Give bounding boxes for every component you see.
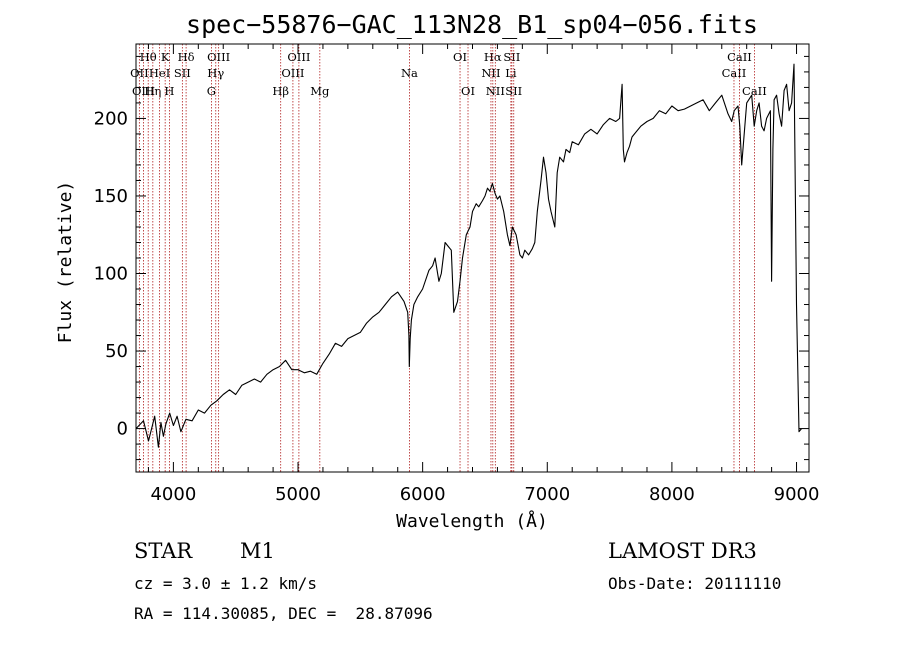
emission-line-label: Hβ — [272, 84, 289, 98]
emission-line-label: SII — [174, 66, 191, 80]
y-axis: 0 50 100 150 200 — [94, 55, 809, 461]
y-tick-label: 150 — [94, 186, 128, 207]
x-axis-label: Wavelength (Å) — [396, 510, 548, 532]
emission-line-label: CaII — [742, 84, 767, 98]
y-tick-label: 0 — [117, 419, 128, 440]
spectrum-series — [135, 63, 802, 448]
object-class: STAR — [134, 539, 193, 563]
emission-line-label: HeI — [149, 66, 170, 80]
emission-line-markers: HθOIIOIIIHηHeIKHSIIHδGOIIIHγHβOIIIOIIIMg… — [130, 44, 767, 472]
emission-line-label: H — [164, 84, 174, 98]
y-tick-label: 200 — [94, 108, 128, 129]
x-tick-label: 7000 — [524, 484, 570, 505]
y-axis-label: Flux (relative) — [55, 181, 76, 344]
emission-line-label: CaII — [722, 66, 747, 80]
emission-line-label: OIII — [287, 50, 310, 64]
emission-line-label: K — [161, 50, 170, 64]
emission-line-label: G — [207, 84, 216, 98]
emission-line-label: Hη — [144, 84, 161, 98]
x-tick-label: 9000 — [774, 484, 820, 505]
redshift-cz: cz = 3.0 ± 1.2 km/s — [134, 574, 318, 593]
chart-title: spec−55876−GAC_113N28_B1_sp04−056.fits — [186, 10, 758, 39]
emission-line-label: OI — [461, 84, 475, 98]
emission-line-label: CaII — [727, 50, 752, 64]
emission-line-label: Li — [505, 66, 517, 80]
emission-line-label: Hγ — [207, 66, 224, 80]
emission-line-label: SII — [503, 50, 520, 64]
object-subclass: M1 — [240, 539, 275, 563]
x-axis: 4000 5000 6000 7000 8000 9000 — [147, 44, 820, 505]
emission-line-label: Mg — [310, 84, 330, 98]
survey-name: LAMOST DR3 — [608, 539, 757, 563]
emission-line-label: NII — [481, 66, 500, 80]
x-tick-label: 4000 — [150, 484, 196, 505]
emission-line-label: Hθ — [140, 50, 157, 64]
emission-line-label: Hα — [484, 50, 502, 64]
emission-line-label: OI — [453, 50, 467, 64]
y-tick-label: 50 — [105, 341, 128, 362]
x-tick-label: 8000 — [649, 484, 695, 505]
emission-line-label: OIII — [281, 66, 304, 80]
observation-date: Obs-Date: 20111110 — [608, 574, 782, 593]
y-tick-label: 100 — [94, 264, 128, 285]
x-tick-label: 6000 — [400, 484, 446, 505]
x-tick-label: 5000 — [275, 484, 321, 505]
emission-line-label: NII — [486, 84, 505, 98]
emission-line-label: OIII — [207, 50, 230, 64]
coordinates: RA = 114.30085, DEC = 28.87096 — [134, 604, 433, 623]
emission-line-label: OII — [130, 66, 149, 80]
spectrum-line-0 — [135, 63, 802, 448]
emission-line-label: SII — [505, 84, 522, 98]
emission-line-label: Hδ — [178, 50, 195, 64]
emission-line-label: Na — [401, 66, 418, 80]
